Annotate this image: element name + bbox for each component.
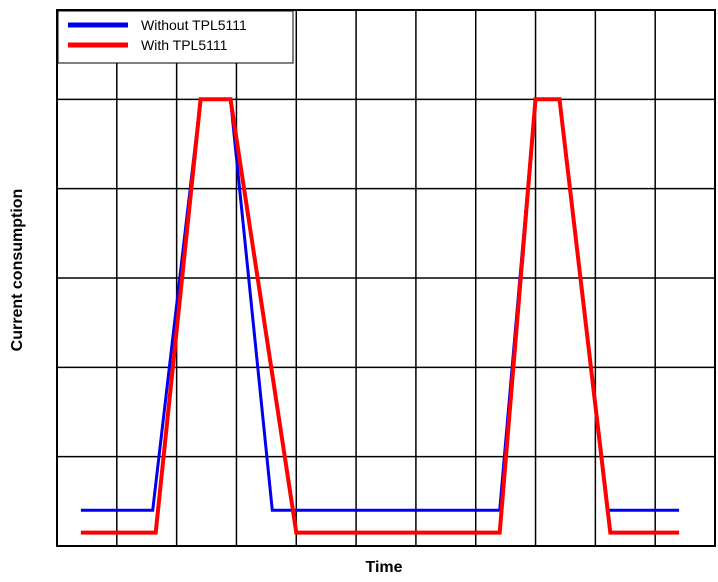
legend-label: With TPL5111 xyxy=(141,37,228,53)
x-axis-label: Time xyxy=(365,559,402,576)
series-line-without-tpl5111 xyxy=(80,97,680,512)
plot-frame xyxy=(56,9,716,547)
legend-label: Without TPL5111 xyxy=(141,17,247,33)
series-line-with-tpl5111 xyxy=(80,97,680,535)
y-axis-label: Current consumption xyxy=(9,189,26,352)
grid-lines xyxy=(57,10,715,546)
series-layer xyxy=(80,97,680,535)
legend: Without TPL5111 With TPL5111 xyxy=(57,10,294,64)
legend-box xyxy=(57,10,294,64)
